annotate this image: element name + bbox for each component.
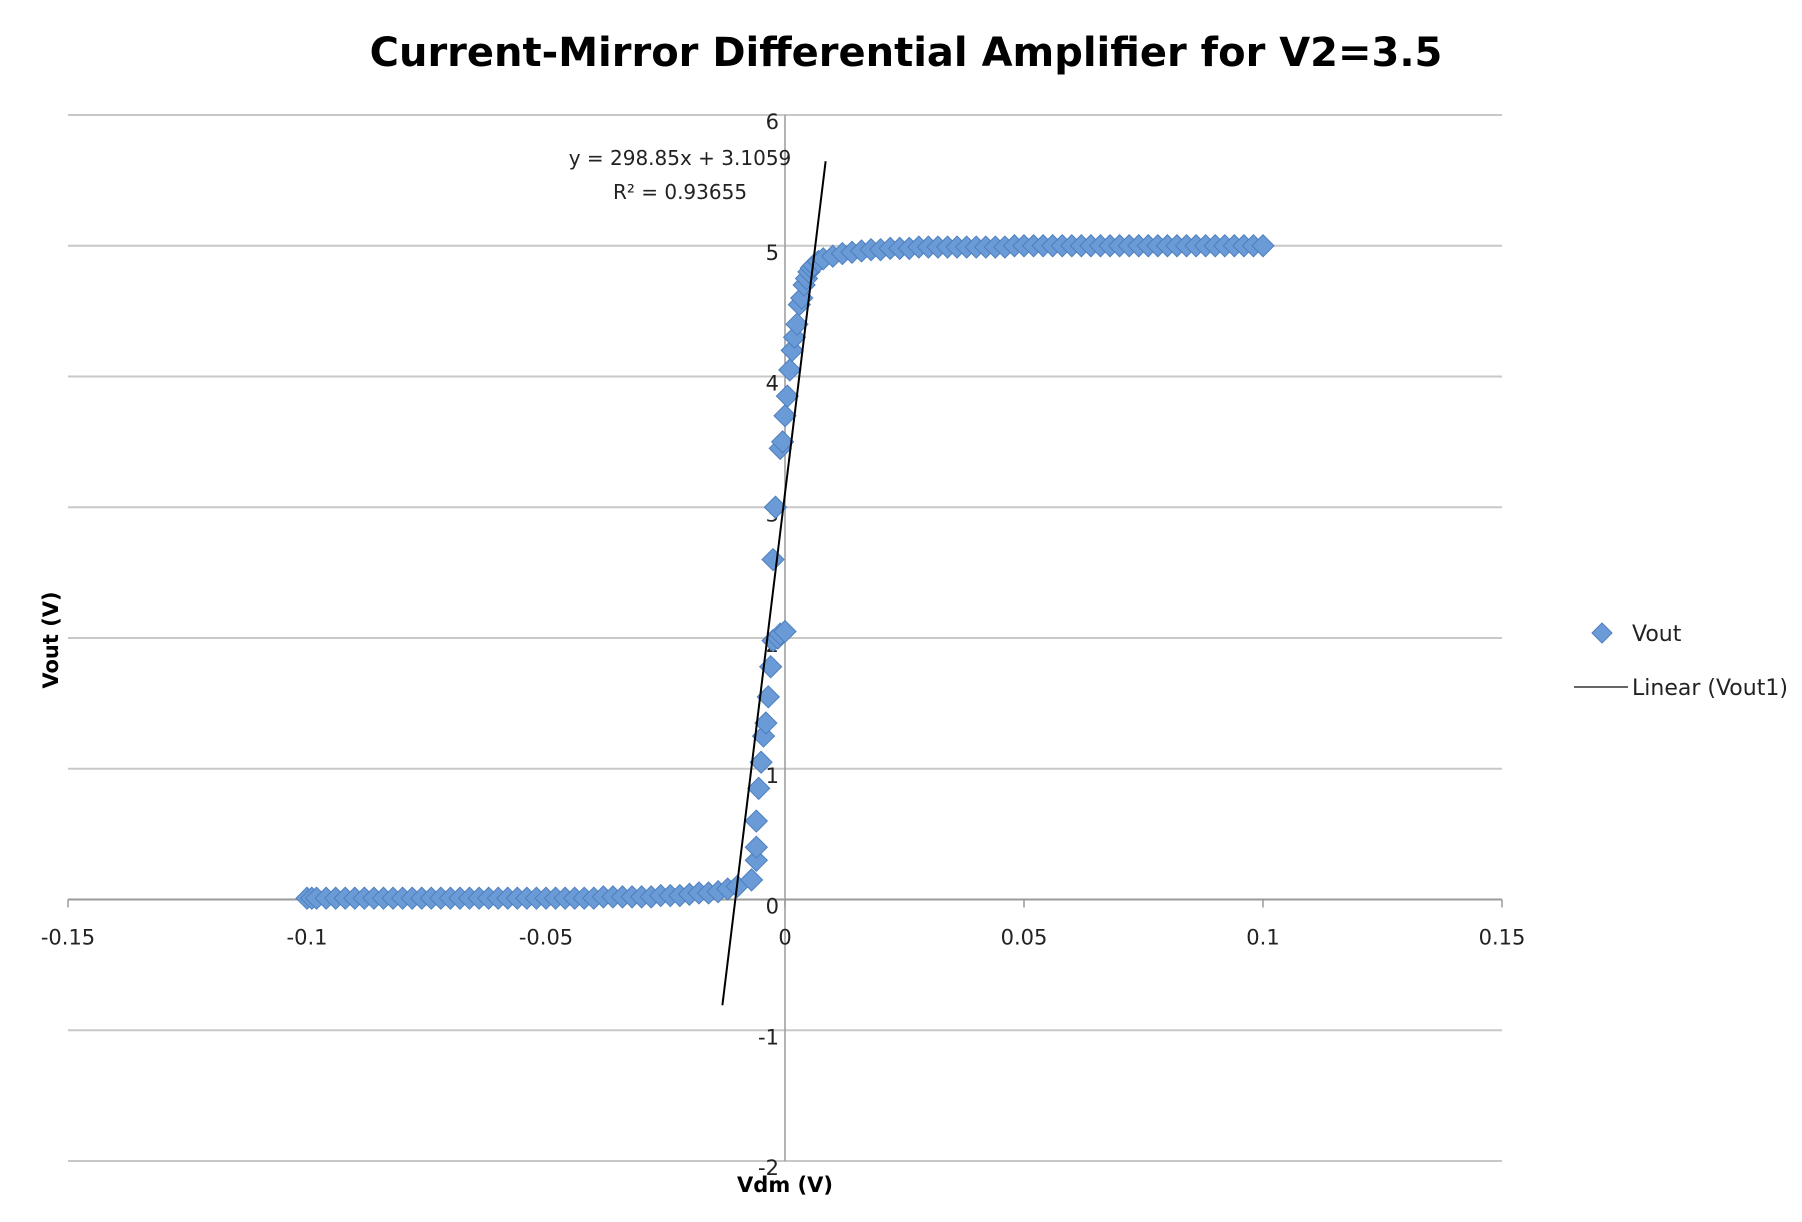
x-axis-label: Vdm (V) [737, 1173, 833, 1197]
vout-point-70 [785, 312, 809, 336]
x-tick-label-6: 0.15 [1479, 926, 1526, 950]
x-tick-label-1: -0.1 [287, 926, 328, 950]
y-tick-label-8: 6 [766, 110, 779, 134]
trendline-r-squared: R² = 0.93655 [613, 180, 747, 204]
vout-point-54 [754, 711, 778, 735]
vout-point-64 [770, 430, 795, 454]
vout-point-61 [761, 547, 785, 572]
x-tick-label-2: -0.05 [519, 926, 573, 950]
legend: Vout Linear (Vout1) [1574, 622, 1788, 701]
y-tick-label-0: -2 [758, 1156, 779, 1180]
x-tick-label-3: 0 [778, 926, 791, 950]
vout-point-47 [739, 868, 764, 892]
legend-linear-label: Linear (Vout1) [1632, 676, 1788, 701]
legend-vout-label: Vout [1632, 622, 1682, 647]
vout-point-51 [747, 776, 771, 801]
x-tick-labels: -0.15 -0.1 -0.05 0 0.05 0.1 0.15 [41, 926, 1526, 950]
y-tick-label-7: 5 [766, 241, 779, 265]
vout-point-67 [778, 358, 802, 382]
vout-point-52 [749, 750, 773, 774]
trendline-series [721, 161, 827, 1006]
x-tick-label-4: 0.05 [1001, 926, 1048, 950]
trendline [721, 161, 827, 1006]
vout-point-60 [773, 619, 797, 644]
y-tick-label-3: 1 [766, 764, 779, 788]
y-tick-label-2: 0 [766, 895, 779, 919]
vout-point-125 [1251, 234, 1275, 258]
x-tick-label-0: -0.15 [41, 926, 95, 950]
vout-point-66 [775, 384, 800, 408]
y-axis-label: Vout (V) [39, 591, 63, 688]
vout-point-49 [744, 835, 769, 859]
vout-point-65 [773, 404, 797, 428]
vout-point-48 [744, 848, 769, 872]
y-tick-label-6: 4 [766, 372, 779, 396]
y-tick-label-1: -1 [758, 1025, 779, 1049]
trendline-equation: y = 298.85x + 3.1059 [569, 146, 792, 170]
x-tick-label-5: 0.1 [1246, 926, 1279, 950]
chart-title: Current-Mirror Differential Amplifier fo… [370, 30, 1443, 76]
vout-point-50 [744, 809, 769, 833]
legend-vout-marker [1591, 622, 1613, 644]
